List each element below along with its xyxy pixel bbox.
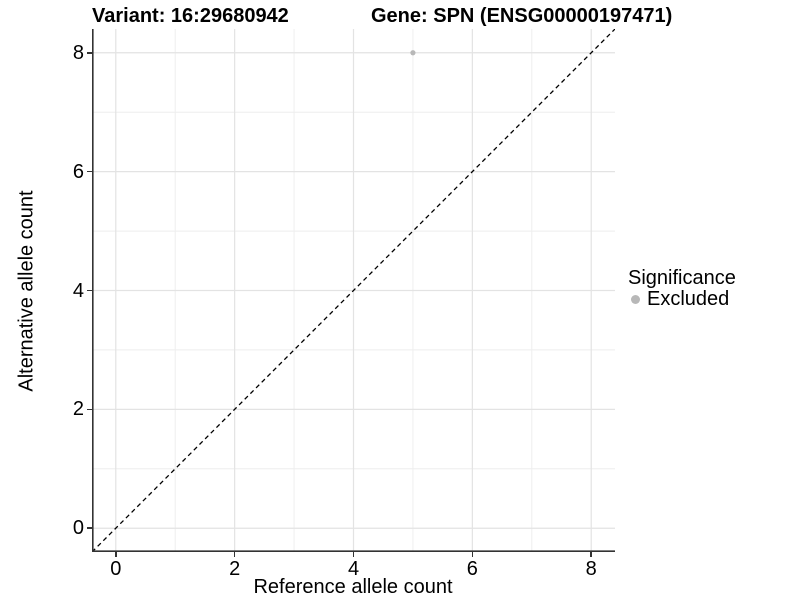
x-tick-mark (471, 552, 474, 557)
legend: Significance Excluded (628, 268, 800, 310)
x-tick-mark (352, 552, 355, 557)
y-axis-title: Alternative allele count (15, 190, 38, 392)
identity-dashed-line (92, 29, 615, 552)
x-tick-label: 2 (229, 558, 241, 580)
x-tick-label: 0 (110, 558, 122, 580)
x-axis-title: Reference allele count (253, 576, 453, 598)
x-tick-mark (590, 552, 592, 557)
x-tick-mark (233, 552, 236, 557)
legend-item-label: Excluded (647, 288, 730, 310)
data-point (410, 50, 416, 56)
legend-point-icon (631, 295, 640, 304)
plot-panel (92, 29, 615, 552)
y-tick-mark (87, 408, 92, 411)
y-tick-label: 2 (72, 398, 84, 421)
y-tick-label: 4 (72, 279, 84, 302)
plot-canvas (92, 29, 615, 552)
x-tick-mark (115, 552, 117, 557)
legend-title: Significance (628, 267, 736, 289)
y-tick-mark (87, 527, 92, 529)
y-tick-mark (87, 170, 92, 173)
y-tick-label: 8 (72, 41, 84, 64)
gene-title: Gene: SPN (ENSG00000197471) (371, 5, 673, 27)
x-tick-label: 4 (347, 558, 360, 580)
variant-title: Variant: 16:29680942 (92, 5, 289, 27)
x-tick-label: 6 (466, 558, 478, 580)
y-tick-label: 0 (72, 517, 84, 540)
y-tick-mark (87, 289, 92, 292)
legend-items: Excluded (628, 289, 800, 310)
y-tick-mark (87, 52, 92, 54)
y-tick-label: 6 (72, 160, 84, 183)
legend-item: Excluded (628, 289, 800, 310)
x-tick-label: 8 (585, 558, 597, 580)
